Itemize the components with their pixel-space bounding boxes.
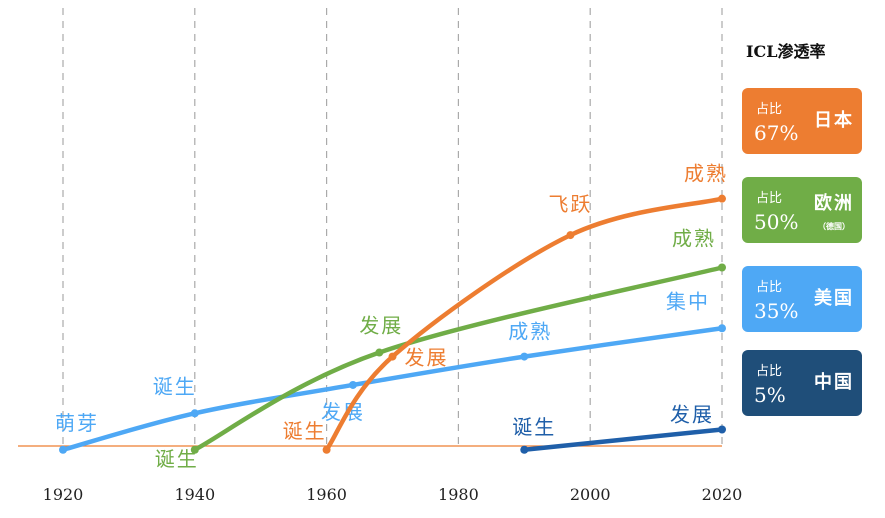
x-tick-label-1980: 1980 xyxy=(438,485,479,504)
data-point-日本-1970 xyxy=(388,352,397,361)
data-label-日本-2020: 成熟 xyxy=(684,162,728,186)
legend-japan: 占比 67% 日本 xyxy=(742,88,862,154)
data-point-美国-1964 xyxy=(348,380,357,389)
data-point-美国-1990 xyxy=(520,352,529,361)
data-label-日本-1970: 发展 xyxy=(405,346,449,370)
series-line-中国 xyxy=(522,427,725,452)
legend-title: ICL渗透率 xyxy=(746,42,826,61)
data-label-美国-1920: 萌芽 xyxy=(55,411,99,435)
data-point-日本-1997 xyxy=(566,231,575,240)
legend-usa-region: 美国 xyxy=(814,288,854,309)
data-point-中国-1990 xyxy=(520,445,529,454)
data-point-美国-1940 xyxy=(190,409,199,418)
legend-japan-region: 日本 xyxy=(814,110,854,131)
legend-usa-percent: 35% xyxy=(754,299,799,323)
series-line-欧洲 xyxy=(192,265,725,452)
x-tick-label-1940: 1940 xyxy=(174,485,215,504)
legend-japan-percent: 67% xyxy=(754,121,799,145)
data-point-欧洲-1968 xyxy=(375,348,384,357)
data-point-日本-2020 xyxy=(718,194,726,203)
x-tick-label-1920: 1920 xyxy=(43,485,84,504)
legend-europe: 占比 50% 欧洲 （德国） xyxy=(742,177,862,243)
legend-europe-share-label: 占比 xyxy=(756,191,783,206)
data-point-欧洲-1940 xyxy=(190,445,199,454)
legend-china: 占比 5% 中国 xyxy=(742,350,862,416)
legend-europe-percent: 50% xyxy=(754,210,799,234)
x-tick-label-2000: 2000 xyxy=(570,485,611,504)
data-label-美国-1940: 诞生 xyxy=(153,374,197,398)
data-label-美国-1990: 成熟 xyxy=(508,320,552,344)
data-point-日本-1960 xyxy=(322,445,331,454)
data-label-中国-1990: 诞生 xyxy=(512,415,556,439)
data-point-美国-1920 xyxy=(59,445,67,454)
data-label-日本-1997: 飞跃 xyxy=(548,192,592,216)
data-label-美国-2020: 集中 xyxy=(666,289,710,313)
legend-japan-share-label: 占比 xyxy=(756,102,783,117)
legend-china-share-label: 占比 xyxy=(756,364,783,379)
data-label-日本-1960: 诞生 xyxy=(283,419,327,443)
legend-china-percent: 5% xyxy=(754,383,786,407)
legend-europe-subregion: （德国） xyxy=(818,222,850,231)
data-label-欧洲-2020: 成熟 xyxy=(672,227,716,251)
data-point-欧洲-2020 xyxy=(718,263,726,272)
legend-usa: 占比 35% 美国 xyxy=(742,266,862,332)
legend-usa-share-label: 占比 xyxy=(756,280,783,295)
data-label-中国-2020: 发展 xyxy=(670,403,714,427)
legend-china-region: 中国 xyxy=(814,372,854,393)
data-point-美国-2020 xyxy=(718,324,726,333)
series-line-日本 xyxy=(324,196,725,452)
x-tick-label-2020: 2020 xyxy=(702,485,743,504)
data-point-中国-2020 xyxy=(718,425,726,434)
data-label-欧洲-1940: 诞生 xyxy=(155,447,199,471)
data-label-欧洲-1968: 发展 xyxy=(359,314,403,338)
x-tick-label-1960: 1960 xyxy=(306,485,347,504)
legend-europe-region: 欧洲 xyxy=(814,193,854,214)
